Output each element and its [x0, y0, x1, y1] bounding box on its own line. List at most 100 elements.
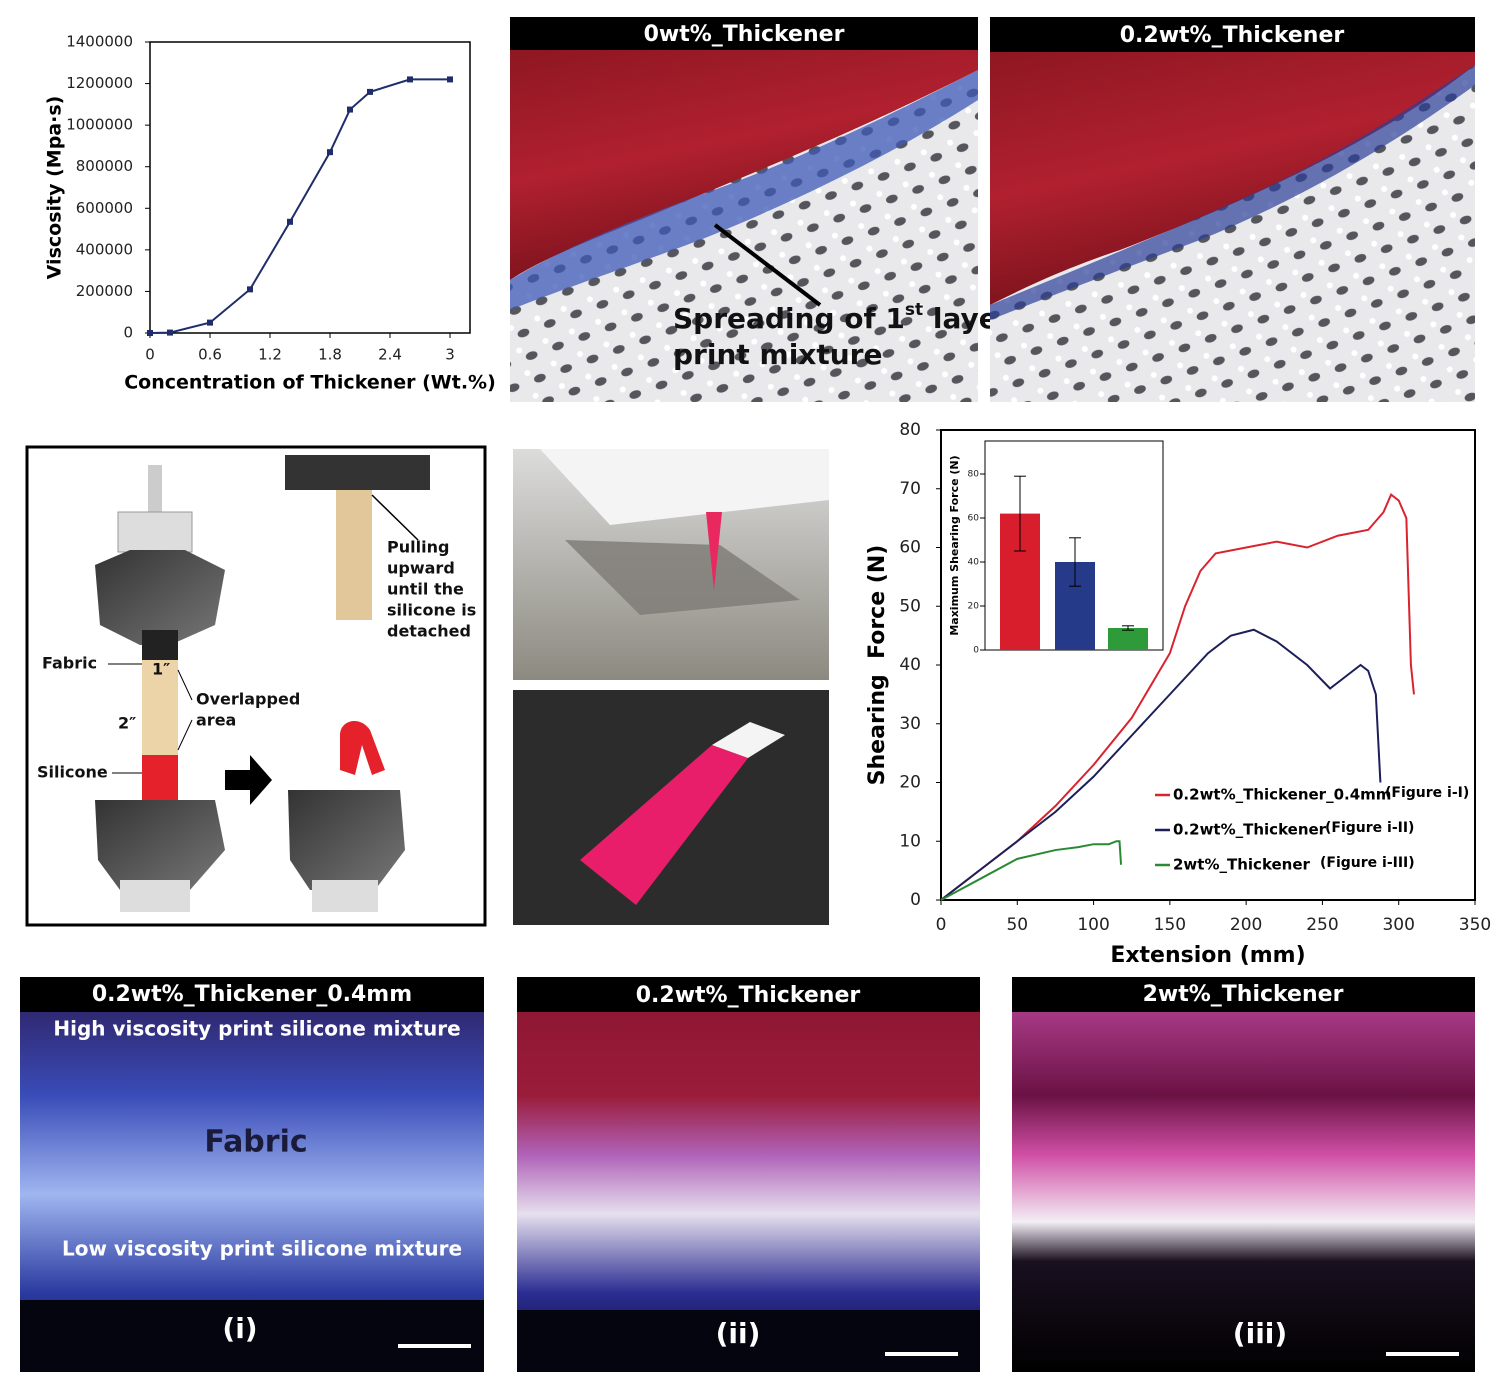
y-tick-label: 60: [899, 538, 921, 558]
data-line: [940, 840, 1123, 901]
legend-note: (Figure i-I): [1385, 785, 1469, 801]
x-tick-label: 50: [1006, 915, 1028, 935]
photo-sample: [513, 690, 829, 925]
photo-title: 2wt%_Thickener: [1143, 982, 1344, 1007]
x-axis-label: Concentration of Thickener (Wt.%): [124, 372, 496, 394]
photo-title: 0.2wt%_Thickener_0.4mm: [92, 982, 412, 1007]
x-tick-label: 1.8: [318, 346, 342, 364]
y-tick-label: 1000000: [66, 116, 133, 134]
annotation: Fabric: [204, 1125, 307, 1160]
data-point: [347, 106, 353, 113]
y-tick-label: 0: [910, 890, 921, 910]
y-tick-label: 40: [968, 558, 980, 568]
data-point: [287, 218, 293, 225]
data-point: [167, 329, 173, 336]
photo-title: 0.2wt%_Thickener: [1120, 23, 1345, 48]
y-tick-label: 0: [123, 324, 133, 342]
photo-bottom-1: 0.2wt%_Thickener_0.4mm High viscosity pr…: [20, 977, 484, 1372]
silicone-label: Silicone: [37, 763, 108, 782]
x-tick-label: 200: [1230, 915, 1262, 935]
pull-note: silicone is: [387, 601, 476, 620]
y-tick-label: 80: [899, 420, 921, 440]
y-tick-label: 20: [899, 773, 921, 793]
annotation: Spreading of 1st layer: [673, 300, 1012, 335]
overlap-label: area: [196, 711, 236, 730]
annotation-sup: st: [905, 300, 923, 320]
annotation: print mixture: [673, 338, 882, 371]
annotation: High viscosity print silicone mixture: [53, 1017, 460, 1041]
photo-top-right: 0.2wt%_Thickener: [990, 17, 1475, 402]
dimension-label: 2″: [118, 714, 136, 733]
x-axis-label: Extension (mm): [1110, 943, 1305, 968]
data-line: [940, 628, 1382, 901]
y-tick-label: 1400000: [66, 33, 133, 51]
y-tick-label: 20: [968, 602, 980, 612]
error-bar: [1014, 475, 1026, 552]
pull-note: Pulling: [387, 538, 449, 557]
legend-label: 2wt%_Thickener: [1173, 856, 1311, 874]
y-tick-label: 70: [899, 479, 921, 499]
panel-label: (i): [222, 1312, 257, 1345]
pull-note: detached: [387, 622, 471, 641]
data-line: [149, 78, 450, 334]
panel-label: (ii): [716, 1317, 761, 1350]
x-tick-label: 3: [445, 346, 455, 364]
fabric-label: Fabric: [42, 654, 97, 673]
x-tick-label: 100: [1077, 915, 1109, 935]
y-tick-label: 40: [899, 655, 921, 675]
x-tick-label: 0: [936, 915, 947, 935]
x-tick-label: 250: [1306, 915, 1338, 935]
plot-frame: [149, 41, 471, 334]
y-tick-label: 1200000: [66, 74, 133, 92]
x-tick-label: 350: [1459, 915, 1491, 935]
photo-bottom-3: 2wt%_Thickener (iii): [1012, 977, 1475, 1372]
photo-title: 0wt%_Thickener: [644, 22, 845, 47]
legend-label: 0.2wt%_Thickener_0.4mm: [1173, 786, 1391, 804]
error-bar: [1122, 625, 1134, 631]
pull-note: until the: [387, 580, 464, 599]
data-point: [447, 76, 453, 83]
photo-title: 0.2wt%_Thickener: [636, 983, 861, 1008]
legend-note: (Figure i-III): [1320, 855, 1415, 871]
x-tick-label: 150: [1154, 915, 1186, 935]
photo-printer: [513, 449, 829, 680]
x-tick-label: 0.6: [198, 346, 222, 364]
annotation-text: Spreading of 1: [673, 302, 905, 335]
y-axis-label: Shearing Force (N): [865, 545, 890, 786]
data-line: [940, 493, 1415, 901]
y-tick-label: 30: [899, 714, 921, 734]
legend-label: 0.2wt%_Thickener: [1173, 821, 1327, 839]
dimension-label: 1″: [152, 660, 170, 679]
y-tick-label: 800000: [76, 157, 133, 175]
photo-top-left: 0wt%_Thickener Spreading of 1st layer pr…: [510, 17, 1012, 402]
x-tick-label: 1.2: [258, 346, 282, 364]
data-point: [147, 330, 153, 336]
y-tick-label: 0: [973, 646, 979, 656]
y-axis-label: Viscosity (Mpa·s): [44, 96, 66, 280]
data-point: [367, 88, 373, 95]
data-point: [327, 149, 333, 156]
y-tick-label: 10: [899, 831, 921, 851]
pull-note: upward: [387, 559, 455, 578]
x-tick-label: 2.4: [378, 346, 402, 364]
y-tick-label: 50: [899, 596, 921, 616]
y-tick-label: 80: [968, 470, 980, 480]
overlap-label: Overlapped: [196, 690, 300, 709]
error-bar: [1069, 537, 1081, 587]
photo-bottom-2: 0.2wt%_Thickener (ii): [517, 977, 980, 1372]
y-tick-label: 60: [968, 514, 980, 524]
x-tick-label: 0: [145, 346, 155, 364]
panel-label: (iii): [1233, 1317, 1287, 1350]
data-point: [247, 286, 253, 293]
x-tick-label: 300: [1382, 915, 1414, 935]
y-tick-label: 600000: [76, 199, 133, 217]
bar: [1108, 628, 1148, 650]
y-tick-label: 400000: [76, 240, 133, 258]
data-point: [407, 76, 413, 83]
legend-note: (Figure i-II): [1325, 820, 1414, 836]
data-point: [207, 319, 213, 326]
y-tick-label: 200000: [76, 282, 133, 300]
y-axis-label: Maximum Shearing Force (N): [948, 455, 961, 635]
annotation: Low viscosity print silicone mixture: [62, 1237, 462, 1261]
